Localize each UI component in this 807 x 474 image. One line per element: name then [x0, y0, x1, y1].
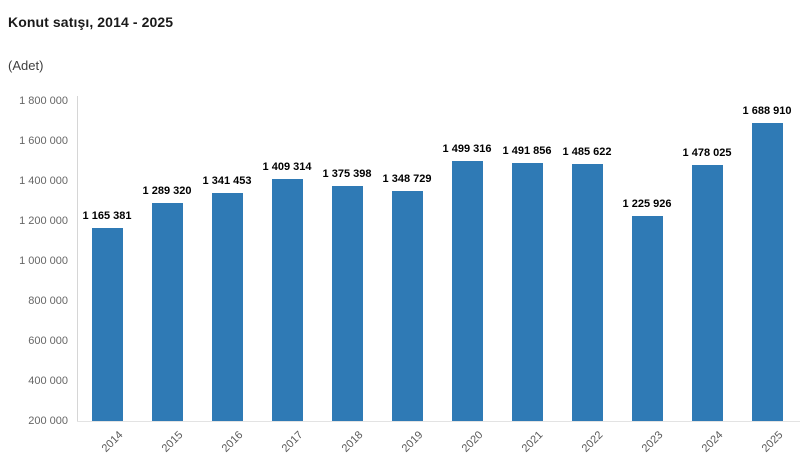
x-axis-tick-label: 2024	[699, 429, 726, 455]
bar-2025[interactable]	[751, 123, 783, 421]
bar-2022[interactable]	[571, 163, 603, 421]
bar-2014[interactable]	[91, 227, 123, 421]
bar-2016[interactable]	[211, 192, 243, 421]
x-axis-tick-label: 2018	[339, 429, 366, 455]
y-axis-tick-label: 1 600 000	[19, 134, 68, 147]
bar-2015[interactable]	[151, 203, 183, 421]
y-axis-tick-label: 200 000	[28, 414, 68, 427]
bar-2017[interactable]	[271, 179, 303, 421]
x-axis-tick-label: 2025	[759, 429, 786, 455]
x-axis-tick-label: 2016	[219, 429, 246, 455]
bar-2024[interactable]	[691, 165, 723, 421]
bar-value-label: 1 499 316	[442, 143, 492, 156]
y-axis-tick-label: 1 000 000	[19, 254, 68, 267]
y-axis-tick-label: 1 400 000	[19, 174, 68, 187]
y-axis-tick-label: 600 000	[28, 334, 68, 347]
bar-2020[interactable]	[451, 161, 483, 421]
bar-value-label: 1 478 025	[682, 147, 732, 160]
chart-subtitle: (Adet)	[8, 58, 44, 73]
bar-2018[interactable]	[331, 185, 363, 421]
x-axis-tick-label: 2014	[99, 429, 126, 455]
bar-value-label: 1 485 622	[562, 145, 612, 158]
x-axis-tick-label: 2021	[519, 429, 546, 455]
bar-2021[interactable]	[511, 162, 543, 421]
bar-value-label: 1 491 856	[502, 144, 552, 157]
x-axis-tick-label: 2019	[399, 429, 426, 455]
x-axis-tick-label: 2015	[159, 429, 186, 455]
bar-value-label: 1 289 320	[142, 185, 192, 198]
y-axis-tick-label: 800 000	[28, 294, 68, 307]
bar-value-label: 1 409 314	[262, 161, 312, 174]
bar-value-label: 1 341 453	[202, 174, 252, 187]
x-axis-tick-label: 2022	[579, 429, 606, 455]
bar-2023[interactable]	[631, 215, 663, 421]
x-axis-line	[77, 421, 800, 422]
bar-value-label: 1 375 398	[322, 167, 372, 180]
chart-title: Konut satışı, 2014 - 2025	[8, 14, 174, 30]
y-axis-tick-label: 1 200 000	[19, 214, 68, 227]
x-axis-tick-label: 2020	[459, 429, 486, 455]
y-axis-tick-label: 1 800 000	[19, 94, 68, 107]
y-axis-tick-label: 400 000	[28, 374, 68, 387]
bar-value-label: 1 348 729	[382, 173, 432, 186]
x-axis-tick-label: 2017	[279, 429, 306, 455]
bar-value-label: 1 225 926	[622, 197, 672, 210]
bar-value-label: 1 165 381	[82, 209, 132, 222]
bar-value-label: 1 688 910	[742, 105, 792, 118]
x-axis-tick-label: 2023	[639, 429, 666, 455]
y-axis-line	[77, 96, 78, 421]
bar-2019[interactable]	[391, 191, 423, 421]
